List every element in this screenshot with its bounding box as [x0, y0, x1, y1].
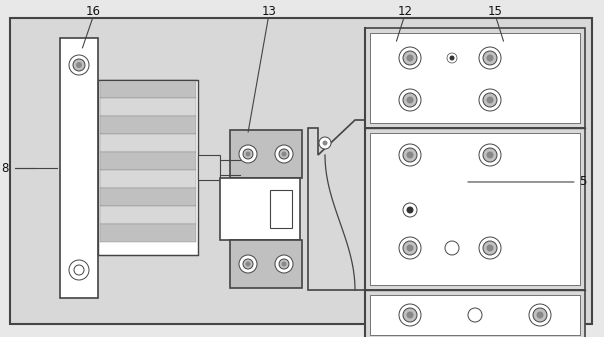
Circle shape: [449, 56, 454, 61]
Bar: [198, 155, 220, 180]
Circle shape: [245, 262, 251, 267]
Circle shape: [486, 96, 493, 103]
Text: 16: 16: [86, 5, 101, 18]
Bar: [370, 33, 580, 123]
Circle shape: [403, 308, 417, 322]
Circle shape: [73, 59, 85, 71]
Circle shape: [239, 255, 257, 273]
Circle shape: [279, 259, 289, 269]
Circle shape: [74, 265, 84, 275]
Bar: [220, 178, 300, 240]
Circle shape: [479, 47, 501, 69]
Text: 12: 12: [397, 5, 412, 18]
Bar: [270, 190, 292, 228]
Bar: [100, 134, 196, 152]
Bar: [100, 224, 196, 242]
Circle shape: [483, 51, 497, 65]
Circle shape: [406, 311, 414, 318]
Circle shape: [483, 241, 497, 255]
Text: 8: 8: [1, 162, 8, 175]
Circle shape: [319, 137, 331, 149]
Circle shape: [479, 237, 501, 259]
Bar: [230, 240, 302, 288]
Circle shape: [468, 308, 482, 322]
Circle shape: [406, 152, 414, 158]
Circle shape: [275, 145, 293, 163]
Bar: [60, 38, 98, 298]
Circle shape: [245, 152, 251, 156]
Circle shape: [479, 144, 501, 166]
Circle shape: [403, 51, 417, 65]
Circle shape: [239, 145, 257, 163]
Bar: [365, 28, 585, 128]
Text: 15: 15: [488, 5, 503, 18]
Circle shape: [479, 89, 501, 111]
Circle shape: [403, 203, 417, 217]
Bar: [100, 116, 196, 134]
Circle shape: [486, 55, 493, 61]
Bar: [100, 98, 196, 116]
Bar: [100, 170, 196, 188]
Circle shape: [483, 93, 497, 107]
Circle shape: [445, 241, 459, 255]
Circle shape: [486, 245, 493, 251]
Circle shape: [399, 47, 421, 69]
Circle shape: [399, 144, 421, 166]
Circle shape: [69, 55, 89, 75]
Circle shape: [536, 311, 544, 318]
Bar: [100, 188, 196, 206]
Circle shape: [533, 308, 547, 322]
Circle shape: [406, 245, 414, 251]
Bar: [100, 152, 196, 170]
Bar: [370, 295, 580, 335]
Bar: [100, 80, 196, 98]
Text: 13: 13: [262, 5, 276, 18]
Bar: [370, 133, 580, 285]
Circle shape: [243, 259, 253, 269]
Circle shape: [76, 62, 82, 68]
Bar: [230, 130, 302, 178]
Bar: [365, 290, 585, 337]
Circle shape: [406, 207, 414, 214]
Circle shape: [486, 152, 493, 158]
Circle shape: [323, 141, 327, 146]
Circle shape: [406, 55, 414, 61]
Text: 5: 5: [579, 176, 586, 188]
Circle shape: [529, 304, 551, 326]
Circle shape: [399, 304, 421, 326]
Circle shape: [275, 255, 293, 273]
Bar: [365, 128, 585, 290]
Bar: [100, 206, 196, 224]
Circle shape: [403, 148, 417, 162]
Circle shape: [243, 149, 253, 159]
Circle shape: [406, 96, 414, 103]
Circle shape: [403, 93, 417, 107]
Circle shape: [483, 148, 497, 162]
Circle shape: [281, 152, 286, 156]
Circle shape: [281, 262, 286, 267]
Polygon shape: [308, 120, 365, 290]
Circle shape: [399, 237, 421, 259]
Circle shape: [399, 89, 421, 111]
Circle shape: [447, 53, 457, 63]
Circle shape: [69, 260, 89, 280]
Bar: [98, 80, 198, 255]
Circle shape: [279, 149, 289, 159]
Circle shape: [403, 241, 417, 255]
